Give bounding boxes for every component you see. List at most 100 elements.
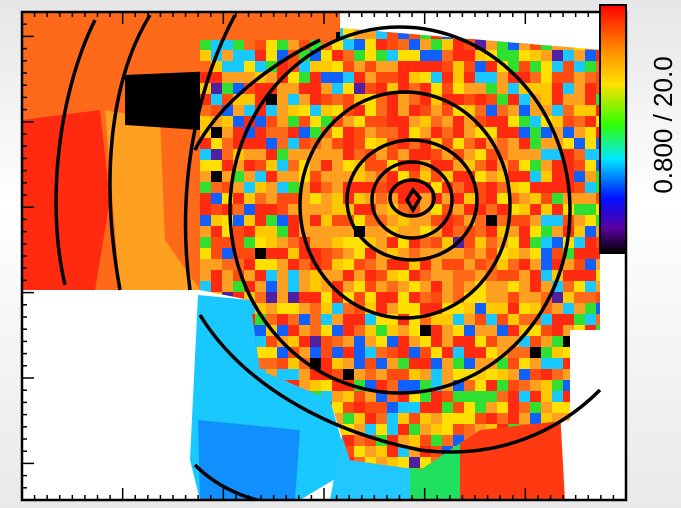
cell: [497, 413, 508, 424]
cell: [420, 292, 431, 303]
cell: [420, 39, 431, 50]
cell: [420, 94, 431, 105]
cell: [508, 226, 519, 237]
cell: [255, 336, 266, 347]
cell: [475, 116, 486, 127]
cell: [431, 336, 442, 347]
cell: [365, 39, 376, 50]
cell: [508, 259, 519, 270]
cell: [486, 105, 497, 116]
cell: [442, 72, 453, 83]
cell: [497, 402, 508, 413]
cell: [321, 358, 332, 369]
cell: [376, 105, 387, 116]
cell: [508, 204, 519, 215]
cell: [387, 248, 398, 259]
cell: [343, 248, 354, 259]
cell: [398, 116, 409, 127]
cell: [387, 259, 398, 270]
cell: [211, 105, 222, 116]
cell: [200, 149, 211, 160]
cell: [574, 226, 585, 237]
cell: [453, 83, 464, 94]
cell: [552, 204, 563, 215]
cell: [497, 336, 508, 347]
cell: [321, 248, 332, 259]
cell: [387, 347, 398, 358]
cell: [409, 116, 420, 127]
cell: [398, 292, 409, 303]
cell: [398, 347, 409, 358]
cell: [442, 193, 453, 204]
cell: [453, 160, 464, 171]
cell: [266, 182, 277, 193]
cell: [431, 61, 442, 72]
cell: [310, 182, 321, 193]
cell: [453, 72, 464, 83]
cell: [519, 358, 530, 369]
cell: [299, 369, 310, 380]
cell: [486, 171, 497, 182]
cell: [376, 292, 387, 303]
cell: [211, 171, 222, 182]
cell: [486, 292, 497, 303]
cell: [574, 303, 585, 314]
cell: [409, 182, 420, 193]
cell: [431, 248, 442, 259]
cell: [255, 50, 266, 61]
cell: [398, 50, 409, 61]
cell: [266, 72, 277, 83]
cell: [475, 292, 486, 303]
cell: [497, 314, 508, 325]
cell: [233, 204, 244, 215]
cell: [244, 226, 255, 237]
cell: [398, 248, 409, 259]
cell: [497, 281, 508, 292]
cell: [585, 226, 596, 237]
cell: [431, 270, 442, 281]
cell: [266, 248, 277, 259]
cell: [442, 94, 453, 105]
cell: [420, 237, 431, 248]
cell: [530, 325, 541, 336]
cell: [453, 171, 464, 182]
cell: [200, 226, 211, 237]
cell: [541, 72, 552, 83]
cell: [277, 83, 288, 94]
cell: [398, 182, 409, 193]
cell: [464, 270, 475, 281]
cell: [299, 248, 310, 259]
cell: [376, 204, 387, 215]
cell: [387, 116, 398, 127]
cell: [409, 413, 420, 424]
cell: [453, 281, 464, 292]
cell: [365, 248, 376, 259]
cell: [299, 127, 310, 138]
cell: [354, 391, 365, 402]
cell: [497, 94, 508, 105]
cell: [255, 303, 266, 314]
cell: [211, 83, 222, 94]
cell: [365, 204, 376, 215]
cell: [431, 105, 442, 116]
cell: [310, 94, 321, 105]
cell: [563, 61, 574, 72]
cell: [398, 204, 409, 215]
cell: [343, 270, 354, 281]
cell: [519, 138, 530, 149]
cell: [387, 193, 398, 204]
cell: [453, 259, 464, 270]
cell: [310, 127, 321, 138]
cell: [332, 270, 343, 281]
cell: [453, 358, 464, 369]
cell: [475, 248, 486, 259]
cell: [266, 369, 277, 380]
cell: [409, 83, 420, 94]
cell: [365, 127, 376, 138]
cell: [585, 281, 596, 292]
cell: [497, 248, 508, 259]
cell: [310, 226, 321, 237]
cell: [310, 325, 321, 336]
cell: [508, 270, 519, 281]
